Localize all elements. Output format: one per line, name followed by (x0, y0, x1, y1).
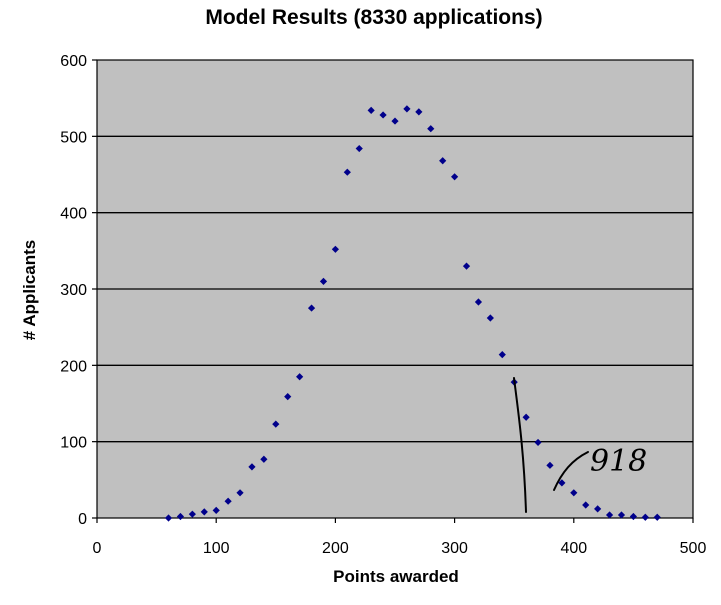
data-point (212, 506, 220, 514)
data-point (427, 125, 435, 133)
x-tick-label: 0 (93, 540, 102, 557)
x-axis-label: Points awarded (333, 567, 459, 586)
data-point (307, 304, 316, 312)
cutoff-stroke (513, 377, 527, 513)
annotation-arrow (553, 451, 589, 491)
data-point (629, 512, 637, 521)
data-point (605, 511, 614, 519)
data-point (355, 144, 363, 153)
data-point (272, 420, 280, 428)
grid-lines (97, 135, 693, 443)
y-axis-label: # Applicants (20, 240, 39, 340)
y-tick-label: 500 (60, 129, 87, 146)
data-point (617, 511, 626, 519)
data-point (319, 277, 328, 285)
data-point (331, 245, 339, 253)
annotation-text: 918 (590, 444, 647, 479)
data-point (188, 510, 196, 518)
data-point (451, 173, 459, 181)
data-point (558, 479, 566, 487)
y-axis-ticks: 0 100 200 300 400 500 600 (60, 53, 97, 528)
data-point (200, 508, 208, 516)
data-point (594, 505, 602, 513)
data-points (164, 105, 661, 522)
data-point (403, 105, 411, 113)
data-point (474, 298, 483, 306)
y-tick-label: 0 (78, 511, 87, 528)
x-tick-label: 300 (441, 540, 468, 557)
data-point (522, 413, 530, 421)
data-point (462, 262, 471, 270)
data-point (248, 463, 256, 471)
data-point (284, 393, 292, 401)
y-tick-label: 300 (60, 282, 87, 299)
x-tick-label: 100 (203, 540, 230, 557)
data-point (176, 512, 185, 521)
data-point (379, 111, 387, 119)
data-point (498, 351, 506, 359)
data-point (534, 438, 542, 447)
data-point (343, 168, 351, 176)
data-point (653, 513, 661, 521)
data-point (164, 514, 173, 522)
x-tick-label: 500 (680, 540, 707, 557)
y-tick-label: 100 (60, 435, 87, 452)
data-point (224, 497, 232, 505)
data-point (296, 373, 304, 381)
data-point (641, 513, 649, 521)
y-tick-label: 400 (60, 206, 87, 223)
chart-title: Model Results (8330 applications) (205, 6, 542, 29)
y-tick-label: 200 (60, 358, 87, 375)
y-tick-label: 600 (60, 53, 87, 70)
data-point (367, 106, 375, 114)
data-point (582, 501, 590, 509)
data-point (391, 117, 399, 125)
x-tick-label: 200 (322, 540, 349, 557)
data-point (546, 461, 554, 469)
data-point (236, 489, 244, 497)
x-tick-label: 400 (560, 540, 587, 557)
data-point (486, 314, 494, 322)
data-point (260, 455, 268, 463)
data-point (439, 157, 447, 165)
data-point (415, 108, 423, 116)
handwritten-annotation: 918 (513, 377, 647, 513)
x-axis-ticks: 0 100 200 300 400 500 (93, 518, 707, 557)
data-point (570, 489, 578, 497)
